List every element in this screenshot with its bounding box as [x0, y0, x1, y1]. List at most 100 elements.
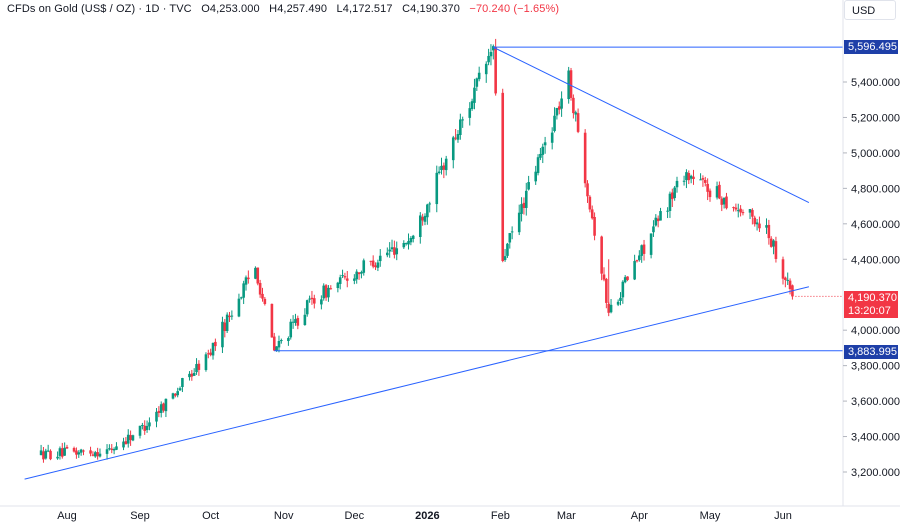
candle-body [781, 259, 785, 279]
time-tick-label: 2026 [415, 510, 439, 522]
candle-body [305, 300, 309, 315]
candle-body [753, 217, 757, 225]
candle-body [600, 236, 603, 274]
candle-body [703, 180, 707, 183]
candle-body [557, 106, 561, 110]
candle-body [640, 245, 643, 256]
price-tick-label: 4,600.000 [851, 219, 900, 231]
candle-body [388, 249, 391, 252]
candle-body [324, 285, 328, 298]
candle-body [508, 233, 512, 243]
candle-body [421, 216, 424, 221]
candle-body [211, 342, 215, 356]
candle-body [682, 180, 686, 182]
candle-body [456, 134, 460, 140]
candle-body [451, 137, 455, 161]
candle-body [393, 247, 396, 255]
price-tick-label: 3,400.000 [851, 432, 900, 444]
time-tick-label: May [700, 510, 721, 522]
candle-body [788, 280, 792, 290]
candle-body [784, 277, 787, 281]
candle-body [671, 192, 674, 200]
candle-body [734, 207, 738, 210]
candle-body [96, 452, 99, 457]
candle-body [642, 244, 646, 254]
candle-body [155, 411, 158, 422]
candle-body [148, 422, 151, 427]
candle-body [586, 183, 589, 197]
chart-legend: CFDs on Gold (US$ / OZ) · 1D · TVC O4,25… [7, 3, 559, 15]
candle-body [289, 321, 293, 338]
time-tick-label: Mar [557, 510, 576, 522]
price-tick-label: 3,200.000 [851, 467, 900, 479]
candle-body [635, 260, 639, 262]
candle-body [308, 298, 311, 300]
candle-body [539, 153, 542, 158]
candle-body [428, 203, 432, 205]
candle-body [590, 209, 594, 219]
candle-body [666, 210, 669, 212]
candle-body [362, 260, 366, 273]
candle-body [270, 303, 274, 338]
candle-body [751, 209, 754, 217]
candle-body [60, 448, 64, 457]
candle-body [772, 240, 775, 247]
candle-body [195, 364, 198, 373]
candle-body [77, 452, 81, 455]
candle-body [520, 204, 523, 214]
candle-body [129, 435, 132, 441]
candle-body [174, 393, 177, 396]
candle-body [124, 441, 128, 445]
candle-body [131, 435, 135, 441]
candle-body [79, 449, 83, 453]
candle-body [409, 238, 413, 243]
candle-body [369, 260, 373, 262]
high-level-tag: 5,596.495 [844, 40, 898, 54]
candle-body [44, 450, 48, 459]
candle-body [256, 267, 260, 284]
candle-body [423, 215, 427, 222]
candle-body [765, 225, 768, 228]
candle-body [360, 272, 363, 274]
price-tick-label: 4,400.000 [851, 254, 900, 266]
candle-body [371, 260, 375, 267]
currency-selector[interactable]: USD [844, 0, 896, 20]
trendline-upper [493, 46, 810, 203]
candle-body [108, 448, 111, 450]
candle-body [475, 78, 479, 87]
candle-body [303, 314, 307, 325]
candle-body [261, 293, 264, 299]
candle-body [484, 63, 488, 75]
candle-body [487, 55, 490, 63]
candle-body [162, 403, 165, 411]
candle-body [550, 132, 554, 143]
candle-body [204, 354, 208, 371]
candle-body [223, 322, 227, 332]
price-tick-label: 5,400.000 [851, 77, 900, 89]
candle-body [668, 193, 672, 211]
candle-body [63, 447, 66, 456]
candle-body [159, 404, 163, 413]
candle-body [560, 98, 563, 109]
candle-body [569, 70, 573, 98]
candle-body [225, 314, 229, 332]
candle-body [468, 108, 472, 118]
candle-body [588, 196, 592, 210]
candle-body [659, 211, 662, 221]
candle-body [296, 318, 300, 326]
symbol-title: CFDs on Gold (US$ / OZ) · 1D · TVC [7, 3, 192, 15]
price-tick-label: 5,200.000 [851, 112, 900, 124]
candle-body [56, 456, 59, 459]
candle-body [49, 450, 52, 460]
candle-body [126, 434, 130, 444]
candle-body [553, 115, 556, 132]
candle-body [386, 252, 389, 256]
candle-body [605, 278, 608, 303]
candle-body [501, 92, 505, 261]
candle-body [470, 101, 474, 110]
candle-body [602, 274, 606, 280]
candle-body [621, 281, 625, 298]
candle-body [459, 119, 462, 136]
